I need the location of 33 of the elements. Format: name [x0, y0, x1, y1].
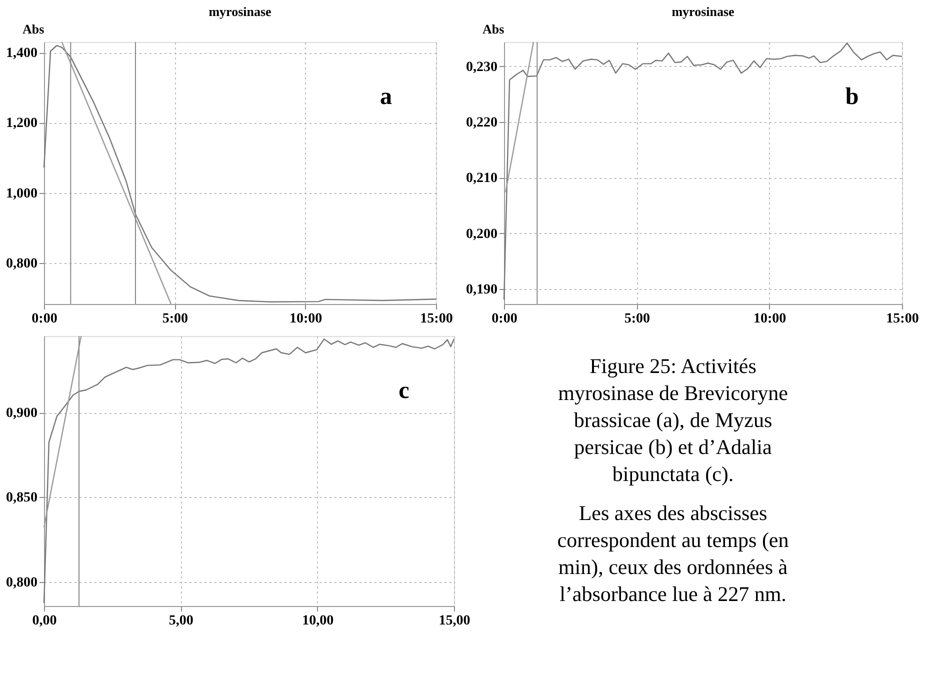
y-tick-label: 0,230	[466, 60, 498, 75]
y-tick-label: 0,210	[466, 171, 498, 186]
chart-title: myrosinase	[208, 4, 272, 19]
text: Figure 25: Activités myrosinase de Brevicoryne brassicae (a), de Myzus persicae (b) et d’Adalia bipunctata (c).	[558, 354, 788, 486]
annotation: a	[380, 84, 392, 110]
x-tick-label: 0,00	[32, 614, 57, 628]
x-tick-label: 0:00	[492, 312, 518, 326]
y-tick-label: 0,850	[6, 490, 38, 506]
y-axis-title: Abs	[482, 22, 504, 36]
y-tick-label: 1,200	[6, 116, 38, 132]
annotation: b	[845, 84, 859, 110]
x-tick-label: 10,00	[302, 614, 334, 628]
x-tick-label: 10:00	[753, 312, 786, 326]
y-axis-title: Abs	[22, 22, 44, 36]
x-tick-label: 10:00	[289, 312, 322, 326]
x-tick-label: 15,00	[438, 614, 470, 628]
annotation: c	[398, 378, 410, 404]
y-tick-label: 0,200	[466, 226, 498, 242]
x-tick-label: 5:00	[624, 312, 650, 326]
y-tick-label: 0,190	[466, 282, 498, 298]
x-tick-label: 0:00	[32, 312, 58, 326]
chart-title: myrosinase	[672, 4, 735, 19]
y-tick-label: 0,220	[466, 116, 498, 131]
y-tick-label: 0,800	[6, 575, 38, 590]
text: Les axes des abscisses correspondent au temps (en min), ceux des ordonnées à l’absorbance lue à 227 nm.	[557, 501, 790, 606]
y-tick-label: 1,400	[6, 46, 38, 62]
y-tick-label: 0,900	[6, 406, 38, 422]
x-tick-label: 5,00	[168, 614, 194, 628]
x-tick-label: 15:00	[420, 312, 453, 326]
y-tick-label: 0,800	[6, 256, 38, 272]
y-tick-label: 1,000	[6, 186, 38, 202]
x-tick-label: 15:00	[886, 312, 919, 326]
x-tick-label: 5:00	[162, 312, 188, 326]
